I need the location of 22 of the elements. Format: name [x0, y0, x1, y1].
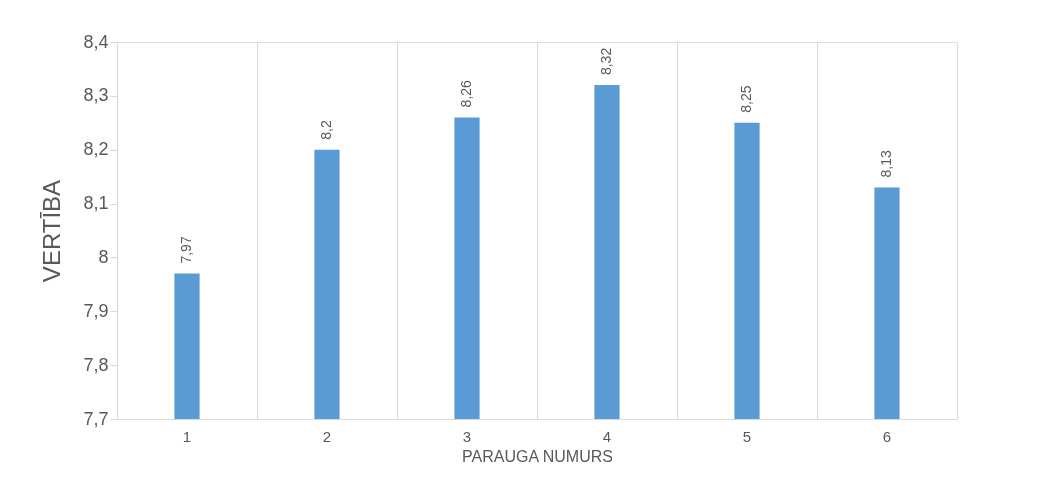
x-tick-label: 3	[462, 427, 472, 445]
x-tick-label: 1	[182, 427, 192, 445]
y-tick-label: 7,7	[83, 408, 109, 429]
data-label: 8,13	[878, 149, 894, 178]
x-tick-label: 5	[742, 427, 752, 445]
y-tick-label: 8,4	[83, 31, 109, 52]
data-label: 8,25	[738, 85, 754, 113]
y-axis-title: VERTĪBA	[38, 179, 66, 283]
y-tick-label: 8	[98, 246, 109, 267]
y-tick-label: 7,9	[83, 300, 109, 321]
data-label: 8,26	[458, 79, 474, 108]
data-label: 7,97	[178, 236, 194, 264]
y-tick-label: 8,1	[83, 193, 109, 214]
data-label: 8,32	[598, 47, 614, 76]
data-label: 8,2	[318, 120, 334, 140]
x-tick-label: 2	[322, 427, 332, 445]
y-tick-label: 8,3	[83, 85, 109, 106]
x-tick-label: 4	[602, 427, 612, 445]
y-tick-label: 7,8	[83, 354, 109, 375]
x-tick-label: 6	[882, 427, 892, 445]
y-tick-label: 8,2	[83, 139, 109, 160]
x-axis-title: PARAUGA NUMURS	[462, 447, 613, 465]
